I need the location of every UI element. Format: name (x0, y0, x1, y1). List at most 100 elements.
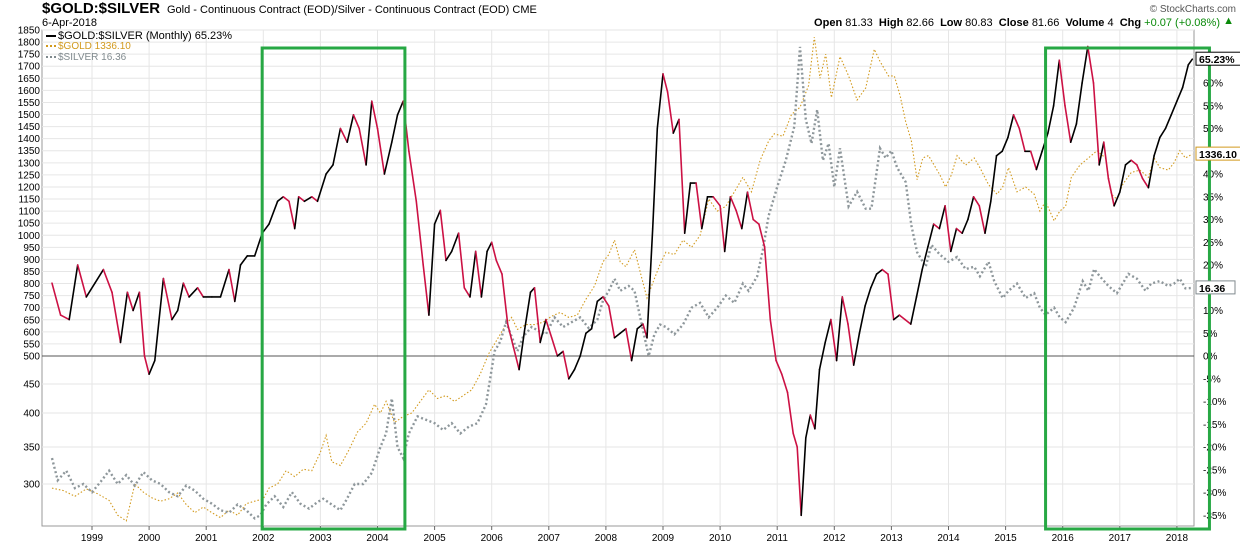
legend-silver: $SILVER 16.36 (46, 52, 126, 63)
left-tick-label: 1450 (18, 122, 41, 133)
ratio-segment (596, 296, 604, 303)
ratio-segment (796, 446, 803, 517)
ratio-segment (219, 268, 230, 298)
ohlc-readout: Open 81.33 High 82.66 Low 80.83 Close 81… (814, 17, 1220, 29)
ratio-segment (978, 205, 986, 234)
left-tick-label: 400 (23, 409, 40, 420)
ratio-segment (148, 359, 156, 376)
ratio-segment (376, 127, 386, 175)
legend-silver-swatch (46, 56, 56, 59)
ratio-segment (562, 350, 570, 380)
ratio-segment (268, 200, 279, 225)
left-tick-label: 950 (23, 243, 40, 254)
ratio-segment (119, 291, 129, 344)
ratio-segment (780, 373, 789, 394)
ratio-segment (352, 114, 361, 130)
left-tick-label: 500 (23, 352, 40, 363)
ratio-segment (729, 196, 737, 212)
right-tick-label: -20% (1203, 443, 1226, 454)
x-tick-label: 2007 (538, 533, 561, 544)
volume-value: 4 (1107, 17, 1114, 29)
ratio-segment (735, 209, 743, 230)
ratio-segment (607, 305, 616, 339)
ratio-segment (1087, 45, 1095, 84)
right-tick-label: 50% (1203, 124, 1223, 135)
ratio-segment (171, 309, 179, 321)
ratio-segment (1119, 164, 1127, 193)
ratio-segment (651, 127, 659, 230)
ratio-segment (1018, 127, 1026, 153)
ratio-segment (490, 241, 498, 262)
ratio-segment (68, 264, 79, 321)
ratio-segment (383, 141, 393, 175)
ratio-segment (847, 323, 855, 366)
gold-price-tag-box (1195, 146, 1240, 161)
ratio-segment (176, 282, 185, 312)
x-tick-label: 2013 (880, 533, 903, 544)
right-tick-label: 25% (1203, 238, 1223, 249)
ratio-segment (539, 318, 547, 344)
chart-symbol: $GOLD:$SILVER (42, 0, 161, 17)
x-tick-label: 2004 (366, 533, 389, 544)
x-tick-label: 2009 (652, 533, 675, 544)
ratio-segment (1181, 64, 1190, 89)
ratio-segment (763, 246, 772, 321)
ratio-segment (656, 73, 664, 130)
ratio-segment (339, 127, 349, 143)
ratio-segment (76, 264, 88, 298)
ratio-segment (666, 91, 675, 134)
right-tick-label: -35% (1203, 511, 1226, 522)
right-tick-label: -10% (1203, 397, 1226, 408)
x-tick-label: 2006 (481, 533, 504, 544)
left-tick-label: 1550 (18, 98, 41, 109)
ratio-segment (875, 268, 884, 275)
left-tick-label: 1800 (18, 38, 41, 49)
ratio-segment (967, 196, 975, 221)
ratio-segment (1130, 159, 1138, 166)
ratio-segment (396, 100, 405, 116)
ratio-segment (550, 336, 559, 357)
ratio-segment (800, 437, 807, 517)
ratio-segment (746, 191, 755, 221)
ratio-segment (154, 277, 165, 362)
x-tick-label: 2017 (1109, 533, 1132, 544)
legend-ratio-swatch (46, 35, 56, 38)
left-tick-label: 1850 (18, 26, 41, 37)
ratio-segment (590, 300, 599, 330)
ratio-segment (683, 182, 692, 234)
ratio-segment (325, 164, 334, 175)
ratio-segment (102, 268, 113, 294)
ratio-segment (786, 391, 795, 435)
ratio-segment (390, 114, 399, 143)
low-value: 80.83 (965, 17, 993, 29)
ratio-segment (915, 268, 924, 298)
exchange-text: CME (512, 4, 537, 16)
ratio-segment (545, 318, 553, 339)
left-tick-label: 1250 (18, 170, 41, 181)
ratio-segment (415, 200, 425, 266)
ratio-segment (358, 127, 367, 166)
ratio-segment (938, 205, 946, 230)
ratio-segment (1107, 177, 1115, 207)
ratio-segment (533, 286, 542, 344)
ratio-segment (433, 209, 442, 225)
ratio-segment (228, 268, 236, 303)
price-tags: 65.23% 1336.10 16.36 (1195, 51, 1240, 295)
ratio-segment (1187, 58, 1194, 66)
gold-line (51, 37, 1193, 522)
ratio-segment (463, 286, 471, 298)
x-tick-label: 1999 (81, 533, 104, 544)
legend-ratio: $GOLD:$SILVER (Monthly) 65.23% (46, 30, 232, 42)
left-tick-label: 1700 (18, 62, 41, 73)
ratio-segment (1164, 114, 1172, 130)
ratio-segment (450, 232, 460, 253)
ratio-segment (1069, 123, 1078, 143)
ratio-segment (310, 196, 319, 203)
ratio-segment (408, 150, 418, 203)
ratio-segment (630, 327, 639, 362)
ratio-segment (662, 73, 669, 93)
right-tick-label: 35% (1203, 192, 1223, 203)
ratio-segment (858, 305, 866, 335)
left-tick-label: 350 (23, 443, 40, 454)
